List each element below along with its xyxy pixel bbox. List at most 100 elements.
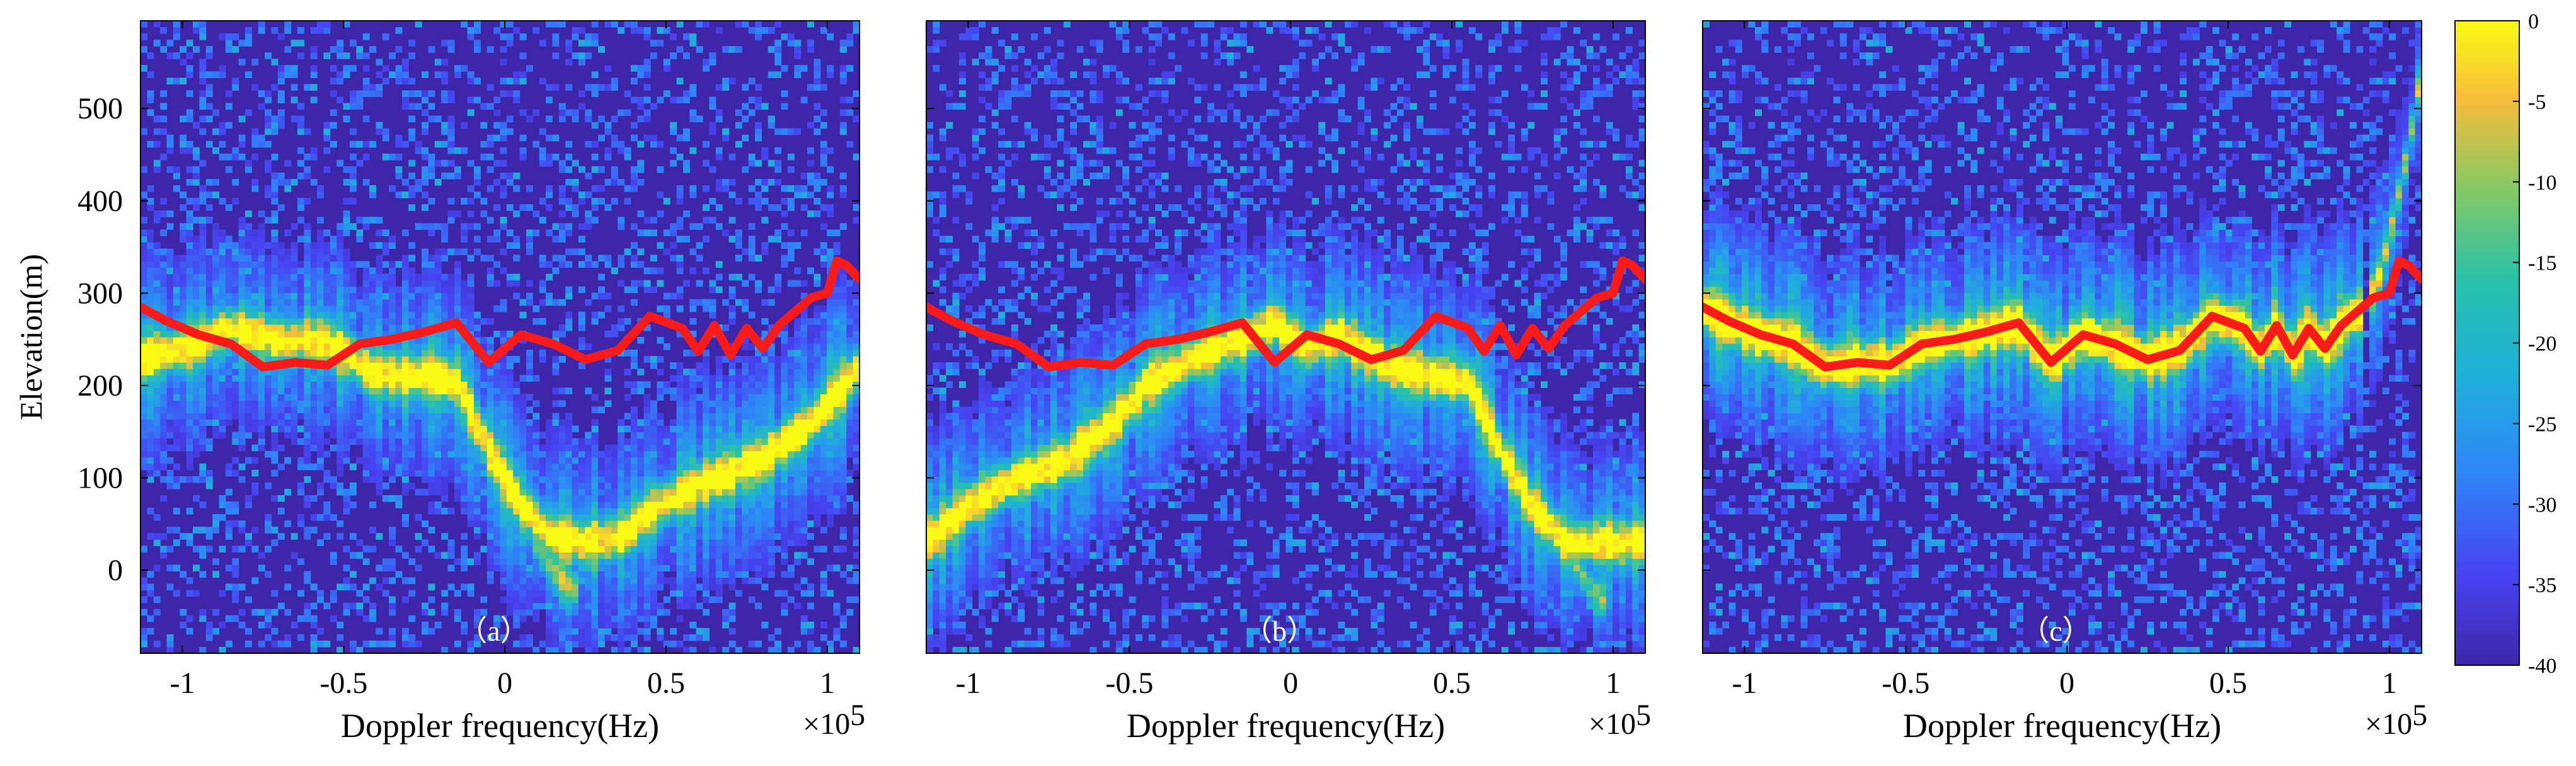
heatmap-cell <box>611 77 618 84</box>
heatmap-cell <box>565 444 573 452</box>
heatmap-cell <box>506 362 514 369</box>
heatmap-cell <box>376 476 383 483</box>
heatmap-cell <box>722 564 730 572</box>
heatmap-cell <box>277 602 285 610</box>
heatmap-cell <box>591 476 599 483</box>
heatmap-cell <box>297 317 304 325</box>
heatmap-cell <box>532 596 540 603</box>
heatmap-cell <box>310 343 318 350</box>
heatmap-cell <box>422 286 428 294</box>
heatmap-cell <box>277 324 285 331</box>
heatmap-cell <box>401 59 409 66</box>
heatmap-cell <box>526 508 533 515</box>
heatmap-cell <box>180 77 187 84</box>
heatmap-cell <box>434 432 442 439</box>
heatmap-cell <box>604 583 612 591</box>
heatmap-cell <box>317 273 325 281</box>
heatmap-cell <box>493 533 501 540</box>
heatmap-cell <box>598 198 606 205</box>
heatmap-cell <box>251 457 259 464</box>
heatmap-cell <box>696 571 703 578</box>
heatmap-cell <box>277 400 285 408</box>
heatmap-cell <box>703 583 710 591</box>
heatmap-cell <box>650 571 658 578</box>
heatmap-cell <box>141 425 147 433</box>
heatmap-cell <box>526 425 533 433</box>
heatmap-cell <box>526 495 533 502</box>
heatmap-cell <box>670 520 677 527</box>
heatmap-cell <box>153 425 161 433</box>
heatmap-cell <box>362 311 370 319</box>
heatmap-cell <box>173 337 180 344</box>
heatmap-cell <box>317 305 325 312</box>
heatmap-cell <box>297 115 304 123</box>
heatmap-cell <box>591 425 599 433</box>
heatmap-cell <box>624 350 631 357</box>
heatmap-cell <box>572 501 579 508</box>
heatmap-cell <box>546 476 553 483</box>
heatmap-cell <box>650 406 658 414</box>
heatmap-cell <box>369 299 377 306</box>
heatmap-cell <box>735 254 742 262</box>
heatmap-cell <box>166 140 174 148</box>
heatmap-cell <box>219 122 226 129</box>
heatmap-cell <box>382 273 389 281</box>
heatmap-cell <box>486 425 494 433</box>
heatmap-cell <box>670 640 677 648</box>
heatmap-cell <box>428 273 435 281</box>
heatmap-cell <box>343 305 350 312</box>
heatmap-cell <box>552 457 560 464</box>
heatmap-cell <box>703 362 710 369</box>
heatmap-cell <box>180 432 187 439</box>
heatmap-cell <box>180 204 187 211</box>
heatmap-cell <box>519 546 527 552</box>
heatmap-cell <box>761 387 769 394</box>
heatmap-cell <box>349 166 357 173</box>
heatmap-cell <box>454 286 461 294</box>
heatmap-cell <box>480 508 488 515</box>
heatmap-cell <box>480 482 488 489</box>
heatmap-cell <box>552 646 560 653</box>
heatmap-cell <box>493 261 501 268</box>
heatmap-cell <box>761 571 769 578</box>
heatmap-cell <box>336 292 344 300</box>
heatmap-cell <box>225 153 233 161</box>
heatmap-cell <box>389 469 396 477</box>
heatmap-cell <box>336 482 344 489</box>
heatmap-cell <box>212 223 220 230</box>
heatmap-cell <box>277 387 285 394</box>
heatmap-cell <box>618 552 625 559</box>
heatmap-cell <box>513 571 520 578</box>
heatmap-cell <box>434 254 442 262</box>
heatmap-cell <box>519 52 527 59</box>
heatmap-cell <box>265 413 272 420</box>
heatmap-cell <box>141 583 147 591</box>
heatmap-cell <box>441 381 449 388</box>
heatmap-cell <box>244 267 252 275</box>
heatmap-cell <box>663 65 670 72</box>
heatmap-cell <box>192 27 200 34</box>
heatmap-cell <box>630 457 638 464</box>
heatmap-cell <box>362 400 370 408</box>
heatmap-cell <box>362 450 370 458</box>
heatmap-cell <box>715 84 723 91</box>
heatmap-cell <box>650 457 658 464</box>
heatmap-cell <box>572 204 579 211</box>
heatmap-cell <box>591 469 599 477</box>
heatmap-cell <box>461 381 468 388</box>
heatmap-cell <box>180 273 187 281</box>
heatmap-cell <box>192 444 200 452</box>
heatmap-cell <box>441 172 449 180</box>
heatmap-cell <box>703 495 710 502</box>
heatmap-cell <box>258 564 265 572</box>
heatmap-cell <box>205 634 213 641</box>
heatmap-cell <box>147 362 154 369</box>
heatmap-cell <box>742 501 749 508</box>
heatmap-cell <box>180 406 187 414</box>
heatmap-cell <box>284 330 292 338</box>
heatmap-cell <box>742 546 749 552</box>
heatmap-cell <box>604 330 612 338</box>
heatmap-cell <box>519 450 527 458</box>
heatmap-cell <box>650 533 658 540</box>
heatmap-cell <box>519 311 527 319</box>
